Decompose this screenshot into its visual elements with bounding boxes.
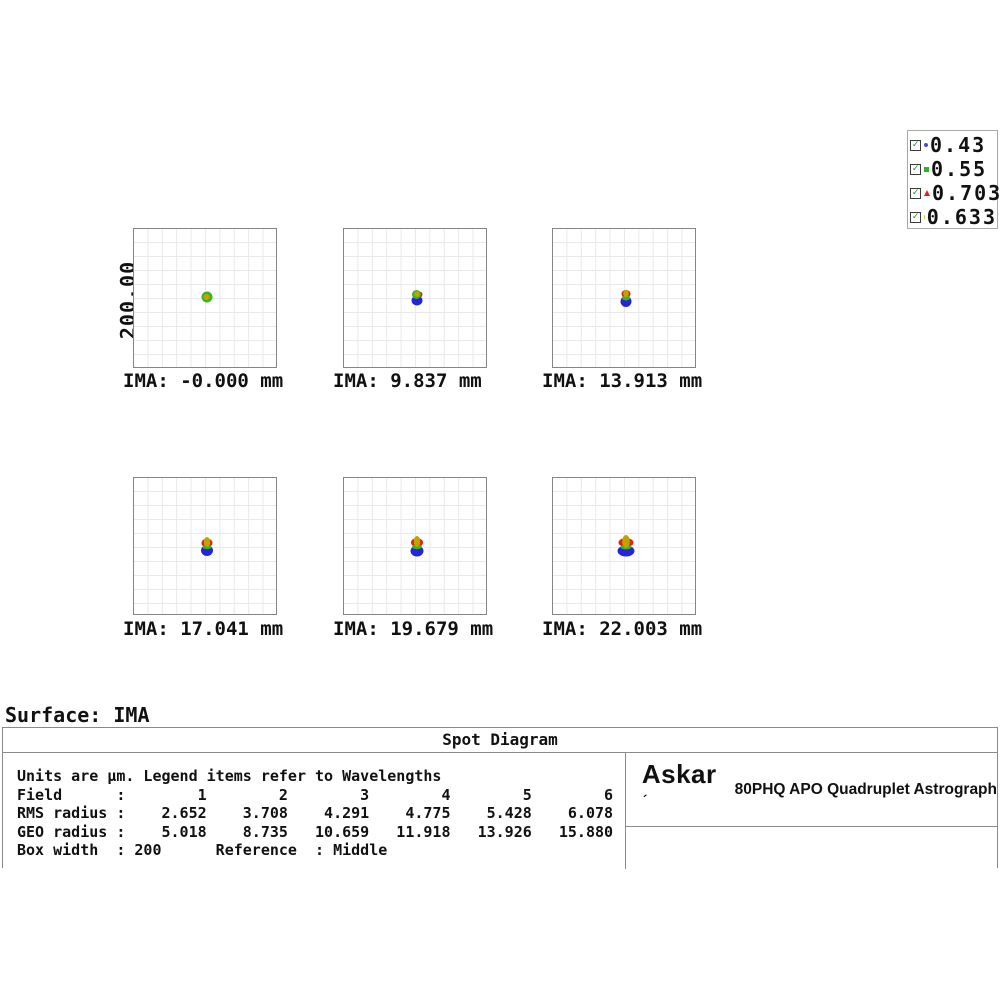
spot-blob-0.633 bbox=[623, 289, 629, 298]
check-icon: ✓ bbox=[912, 138, 919, 150]
spot-blob-0.633 bbox=[622, 535, 630, 548]
spot-diagram-cell: IMA: 13.913 mm bbox=[542, 228, 702, 392]
legend-item: ✓ 0.633 bbox=[908, 205, 997, 229]
spot-blob-0.633 bbox=[413, 536, 421, 547]
spot-diagram-cell: IMA: -0.000 mm bbox=[123, 228, 283, 392]
report-title: Spot Diagram bbox=[3, 728, 997, 753]
wavelength-marker-icon bbox=[924, 215, 925, 219]
spot-diagram-box bbox=[133, 477, 277, 615]
spot-cluster bbox=[201, 291, 213, 303]
spot-cluster bbox=[617, 535, 635, 557]
legend-item: ✓ 0.55 bbox=[908, 157, 997, 181]
spot-diagram-cell: IMA: 17.041 mm bbox=[123, 477, 283, 640]
ima-position-label: IMA: 9.837 mm bbox=[333, 370, 482, 392]
check-icon: ✓ bbox=[912, 186, 919, 198]
spot-diagram-box bbox=[343, 228, 487, 368]
spot-blob-0.633 bbox=[203, 294, 210, 300]
spot-data-table: Units are μm. Legend items refer to Wave… bbox=[17, 767, 614, 859]
surface-label: Surface: IMA bbox=[5, 703, 150, 727]
ima-position-label: IMA: 22.003 mm bbox=[542, 618, 703, 640]
wavelength-checkbox[interactable]: ✓ bbox=[910, 138, 921, 151]
brand-product-name: 80PHQ APO Quadruplet Astrograph bbox=[734, 780, 997, 798]
wavelength-checkbox[interactable]: ✓ bbox=[910, 186, 921, 199]
spot-blob-0.633 bbox=[203, 537, 211, 547]
check-icon: ✓ bbox=[912, 210, 919, 222]
spot-diagram-cell: IMA: 9.837 mm bbox=[333, 228, 487, 392]
spot-diagram-box bbox=[343, 477, 487, 615]
check-icon: ✓ bbox=[912, 162, 919, 174]
spot-blob-0.55 bbox=[622, 295, 630, 301]
ima-position-label: IMA: 17.041 mm bbox=[123, 618, 284, 640]
spot-cluster bbox=[620, 289, 632, 307]
wavelength-checkbox[interactable]: ✓ bbox=[910, 162, 921, 175]
wavelength-checkbox[interactable]: ✓ bbox=[910, 210, 921, 223]
wavelength-marker-icon bbox=[924, 166, 929, 172]
legend-item: ✓ 0.703 bbox=[908, 181, 1000, 205]
wavelength-label: 0.55 bbox=[931, 157, 988, 181]
spot-cluster bbox=[201, 537, 213, 556]
report-body: Units are μm. Legend items refer to Wave… bbox=[3, 753, 997, 869]
legend-item: ✓ 0.43 bbox=[908, 133, 997, 157]
wavelength-label: 0.703 bbox=[932, 181, 1000, 205]
spot-diagram-cell: IMA: 22.003 mm bbox=[542, 477, 702, 640]
spot-cluster bbox=[410, 536, 424, 557]
wavelength-legend: ✓ 0.43 ✓ 0.55 ✓ 0.703 ✓ 0.633 bbox=[907, 130, 1000, 229]
report-table: Spot Diagram Units are μm. Legend items … bbox=[2, 727, 998, 869]
spot-diagram-box bbox=[552, 477, 696, 615]
spot-blob-0.633 bbox=[414, 291, 420, 297]
spot-diagram-box bbox=[552, 228, 696, 368]
brand-row: Askar´ 80PHQ APO Quadruplet Astrograph bbox=[625, 753, 997, 827]
spot-cluster bbox=[411, 290, 423, 306]
spot-diagram-box bbox=[133, 228, 277, 368]
wavelength-marker-icon bbox=[924, 143, 928, 147]
spot-diagram-cell: IMA: 19.679 mm bbox=[333, 477, 493, 640]
wavelength-marker-icon bbox=[924, 190, 930, 196]
wavelength-label: 0.633 bbox=[926, 205, 997, 229]
report-brand-cell: Askar´ 80PHQ APO Quadruplet Astrograph bbox=[624, 753, 997, 869]
wavelength-label: 0.43 bbox=[930, 133, 987, 157]
brand-logo-mark: ´ bbox=[642, 791, 648, 808]
ima-position-label: IMA: -0.000 mm bbox=[123, 370, 284, 392]
report-data-cell: Units are μm. Legend items refer to Wave… bbox=[3, 753, 625, 869]
brand-logo: Askar´ bbox=[641, 758, 717, 808]
ima-position-label: IMA: 13.913 mm bbox=[542, 370, 703, 392]
ima-position-label: IMA: 19.679 mm bbox=[333, 618, 494, 640]
